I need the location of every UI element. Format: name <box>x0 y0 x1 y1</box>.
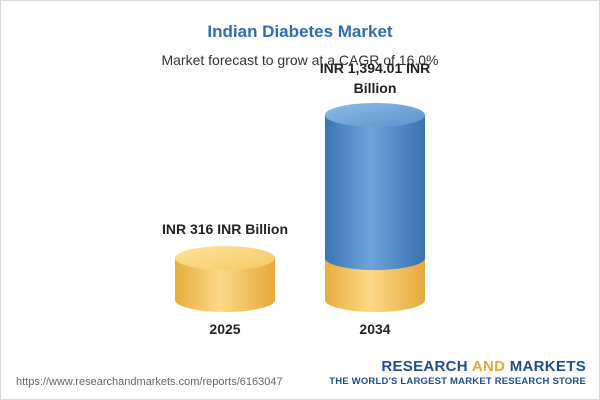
chart-title: Indian Diabetes Market <box>207 22 393 41</box>
bar-2025 <box>175 246 275 312</box>
data-label-line: Billion <box>354 80 397 96</box>
bar-top <box>325 103 425 127</box>
bar-2034 <box>325 103 425 312</box>
chart-subtitle: Market forecast to grow at a CAGR of 16.… <box>161 52 439 68</box>
bar-top <box>175 246 275 271</box>
brand-tagline: THE WORLD'S LARGEST MARKET RESEARCH STOR… <box>329 376 586 387</box>
source-url[interactable]: https://www.researchandmarkets.com/repor… <box>16 376 283 388</box>
x-tick-label: 2034 <box>359 321 390 337</box>
brand-name-part3: MARKETS <box>505 358 586 375</box>
bar-growth-segment <box>325 115 425 271</box>
brand-logo: RESEARCH AND MARKETS THE WORLD'S LARGEST… <box>329 358 586 387</box>
bar-base-segment <box>325 258 425 312</box>
x-tick-label: 2025 <box>209 321 240 337</box>
brand-name-part1: RESEARCH <box>381 358 472 375</box>
brand-name: RESEARCH AND MARKETS <box>329 358 586 375</box>
data-label-2034: INR 1,394.01 INR Billion <box>320 60 431 96</box>
data-label-line: INR 1,394.01 INR <box>320 60 431 76</box>
brand-name-accent: AND <box>471 358 506 375</box>
data-label-2025: INR 316 INR Billion <box>162 221 288 237</box>
bar-body <box>175 258 275 312</box>
